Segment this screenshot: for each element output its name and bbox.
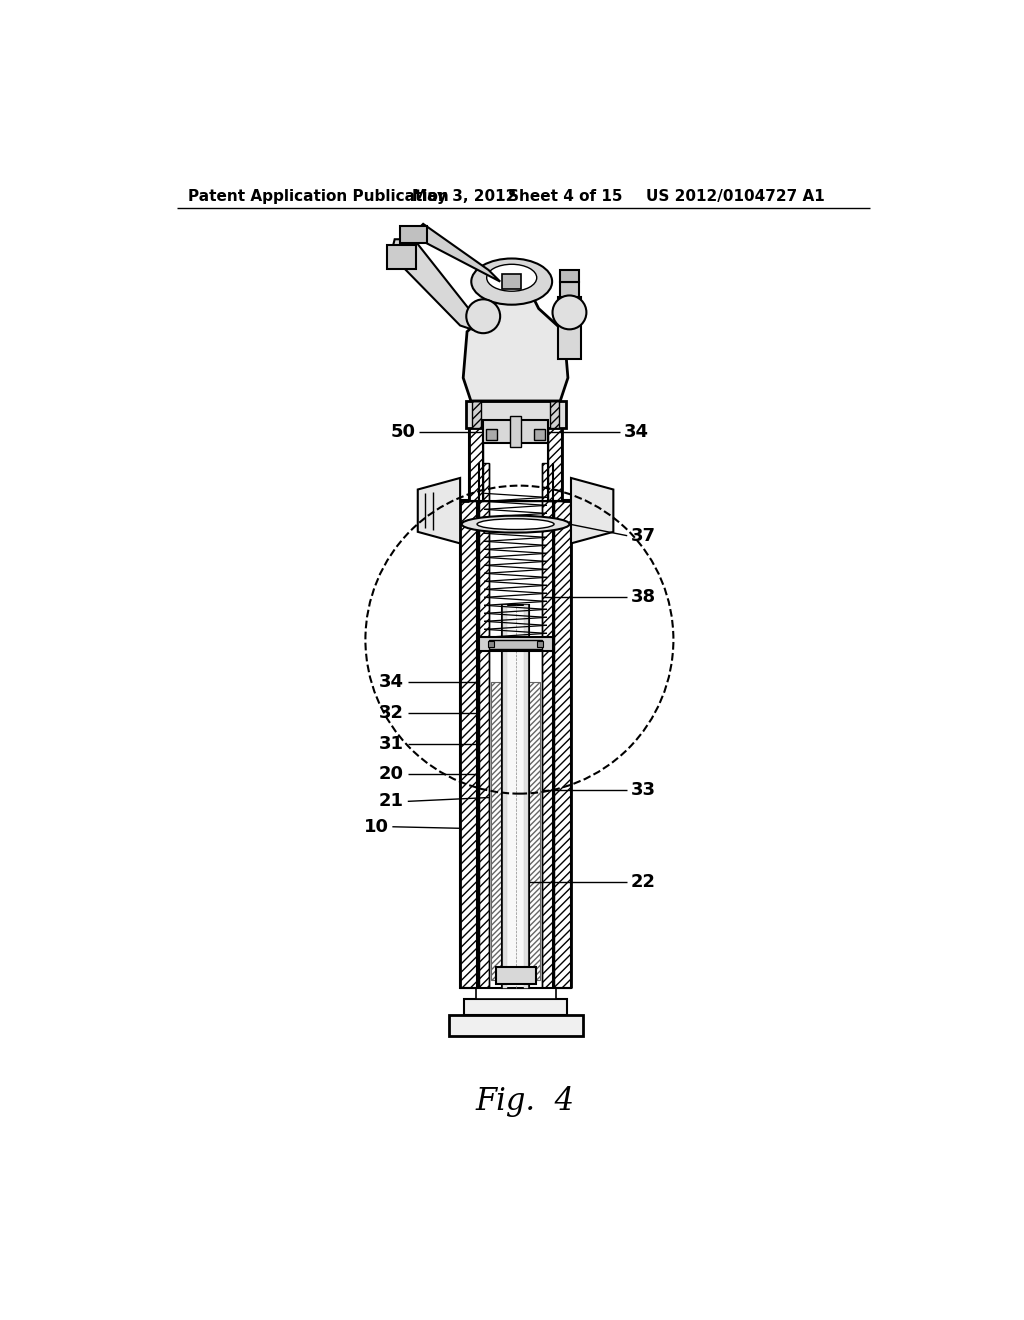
Text: US 2012/0104727 A1: US 2012/0104727 A1 [646,189,825,205]
Text: 34: 34 [624,422,648,441]
Bar [464,999,567,1015]
Circle shape [553,296,587,330]
Bar [558,297,581,359]
Polygon shape [460,499,469,502]
Text: 10: 10 [364,818,388,836]
Ellipse shape [486,264,537,292]
Bar [503,275,521,289]
Bar [449,1015,583,1036]
Text: 22: 22 [631,874,656,891]
Bar [548,428,562,502]
Bar [535,429,545,441]
Text: 33: 33 [631,781,656,799]
Bar [475,987,556,999]
Bar [490,682,541,979]
Bar [560,271,579,281]
Polygon shape [571,478,613,544]
Bar [400,226,427,243]
Bar [503,605,507,987]
Bar [502,605,529,987]
Text: 37: 37 [631,527,656,545]
Bar [560,281,579,297]
Text: May 3, 2012: May 3, 2012 [412,189,516,205]
Bar [466,401,565,428]
Polygon shape [412,224,500,281]
Text: Fig.  4: Fig. 4 [475,1086,574,1117]
Bar [487,642,494,647]
Bar [489,640,542,649]
Bar [478,462,489,987]
Text: 31: 31 [379,735,403,752]
Bar [524,605,528,987]
Bar [496,966,536,983]
Circle shape [466,300,500,333]
Text: 20: 20 [379,766,403,783]
Polygon shape [391,239,474,330]
Bar [472,401,481,428]
Polygon shape [418,478,460,544]
Text: Patent Application Publication: Patent Application Publication [188,189,450,205]
Text: 21: 21 [379,792,403,810]
Bar [469,428,483,502]
Text: 38: 38 [631,589,656,606]
Polygon shape [562,499,571,502]
Text: 32: 32 [379,704,403,722]
Bar [387,246,416,268]
Text: 50: 50 [390,422,416,441]
Polygon shape [463,293,568,401]
Bar [554,502,571,987]
Ellipse shape [477,519,554,529]
Ellipse shape [471,259,552,305]
Text: 34: 34 [379,673,403,690]
Bar [538,642,544,647]
Text: Sheet 4 of 15: Sheet 4 of 15 [508,189,623,205]
Bar [483,420,548,444]
Bar [478,638,553,651]
Bar [510,416,521,447]
Bar [550,401,559,428]
Ellipse shape [462,516,569,533]
Bar [542,462,553,987]
Bar [486,429,497,441]
Bar [460,502,477,987]
